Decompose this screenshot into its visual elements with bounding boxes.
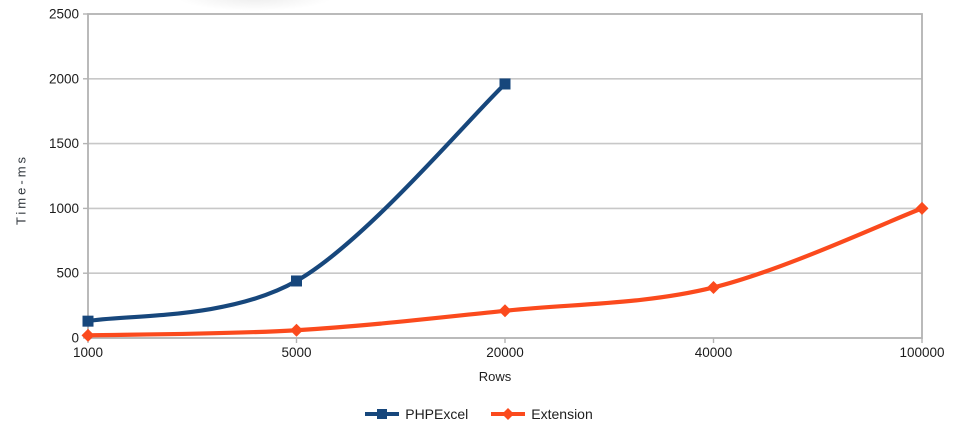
diamond-marker-swatch-icon	[491, 408, 526, 420]
legend-item-extension: Extension	[490, 406, 593, 422]
data-point-phpexcel	[291, 275, 302, 287]
legend-label-extension: Extension	[531, 406, 593, 422]
x-tick-label: 100000	[899, 345, 944, 360]
data-point-phpexcel	[499, 78, 511, 90]
series-line-phpexcel	[85, 81, 508, 324]
top-shadow-artifact	[178, 0, 332, 11]
y-tick-label: 1500	[49, 136, 79, 151]
x-tick-label: 40000	[695, 345, 733, 360]
y-tick-label: 2500	[49, 7, 79, 22]
legend-item-phpexcel: PHPExcel	[364, 406, 468, 422]
chart-legend: PHPExcel Extension	[0, 403, 957, 425]
x-tick-label: 1000	[73, 345, 103, 360]
square-marker-swatch-icon	[365, 409, 400, 419]
y-tick-label: 1000	[49, 201, 79, 216]
y-tick-label: 500	[56, 266, 79, 281]
data-point-extension	[707, 280, 720, 294]
x-tick-label: 5000	[281, 345, 311, 360]
legend-label-phpexcel: PHPExcel	[405, 406, 469, 422]
y-tick-label: 0	[71, 331, 79, 346]
x-axis-title: Rows	[478, 369, 512, 384]
data-point-extension	[915, 201, 929, 215]
data-point-extension	[81, 328, 95, 342]
y-tick-label: 2000	[49, 71, 79, 86]
data-series	[81, 78, 929, 342]
data-point-extension	[498, 304, 512, 318]
plot-border	[87, 13, 923, 339]
axes: 0 500 1000 1500 2000 2500 1000 5000 20000 40000 10…	[49, 7, 945, 361]
x-tick-label: 20000	[486, 345, 524, 360]
data-point-phpexcel	[82, 315, 94, 327]
gridlines	[88, 78, 922, 275]
y-axis-title: Time-ms	[13, 153, 29, 226]
data-point-extension	[290, 323, 303, 337]
